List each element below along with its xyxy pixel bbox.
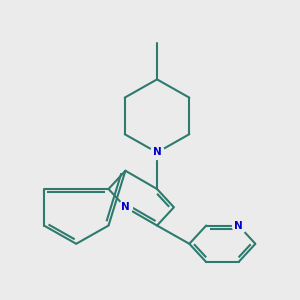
Text: N: N (153, 148, 161, 158)
Text: N: N (234, 220, 243, 230)
Text: N: N (121, 202, 130, 212)
